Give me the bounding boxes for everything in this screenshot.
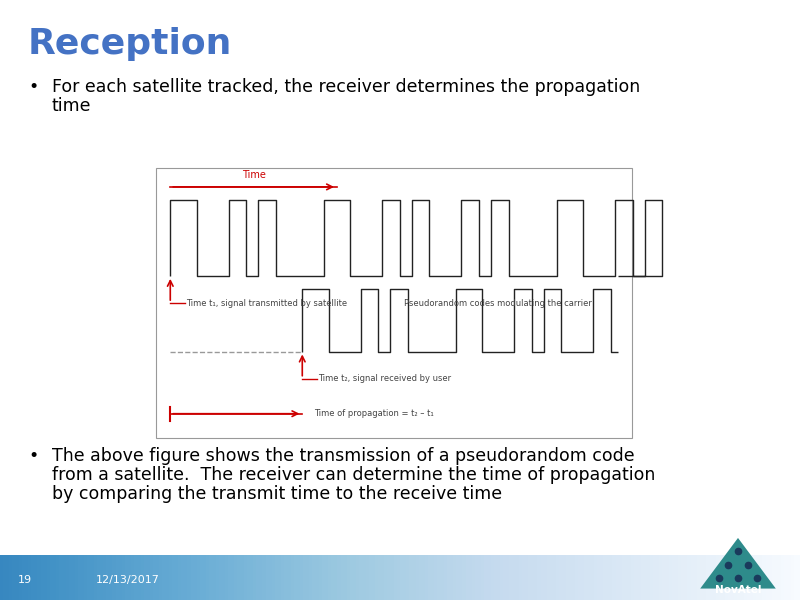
Text: Reception: Reception — [28, 27, 232, 61]
Text: NovAtel: NovAtel — [714, 586, 762, 595]
Text: •: • — [28, 78, 38, 96]
Text: time: time — [52, 97, 91, 115]
Text: Time of propagation = t₂ – t₁: Time of propagation = t₂ – t₁ — [314, 409, 434, 418]
Text: •: • — [28, 447, 38, 465]
Text: For each satellite tracked, the receiver determines the propagation: For each satellite tracked, the receiver… — [52, 78, 640, 96]
Text: by comparing the transmit time to the receive time: by comparing the transmit time to the re… — [52, 485, 502, 503]
Text: The above figure shows the transmission of a pseudorandom code: The above figure shows the transmission … — [52, 447, 634, 465]
Polygon shape — [700, 538, 776, 589]
Text: from a satellite.  The receiver can determine the time of propagation: from a satellite. The receiver can deter… — [52, 466, 655, 484]
Text: Pseudorandom codes modulating the carrier: Pseudorandom codes modulating the carrie… — [403, 298, 591, 307]
Bar — [156, 168, 632, 438]
Text: Time: Time — [242, 170, 266, 180]
Text: Time t₁, signal transmitted by satellite: Time t₁, signal transmitted by satellite — [186, 298, 347, 307]
Text: 12/13/2017: 12/13/2017 — [96, 575, 160, 585]
Text: 19: 19 — [18, 575, 32, 585]
Text: Time t₂, signal received by user: Time t₂, signal received by user — [318, 374, 451, 383]
